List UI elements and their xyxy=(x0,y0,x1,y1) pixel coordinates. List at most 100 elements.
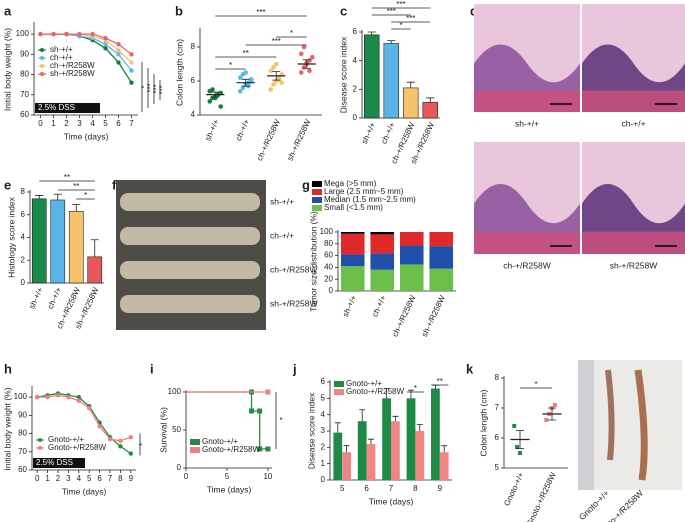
point xyxy=(552,403,557,407)
x-tick-label: 2 xyxy=(64,119,69,128)
y-tick-label: 3 xyxy=(321,426,326,435)
x-tick-label: 1 xyxy=(51,119,56,128)
point xyxy=(35,394,40,400)
y-tick-label: 90 xyxy=(18,410,27,419)
y-tick-label: 8 xyxy=(21,187,26,196)
significance-label: * xyxy=(279,416,282,425)
panel-letter: a xyxy=(4,3,12,18)
panel-letter: i xyxy=(150,361,154,376)
point xyxy=(116,48,121,53)
point xyxy=(66,394,71,400)
x-tick-label: sh-+/+ xyxy=(203,118,221,143)
bar xyxy=(366,444,376,480)
error-bar xyxy=(53,193,62,200)
bar-segment xyxy=(399,245,424,265)
x-tick-label: ch-+/+ xyxy=(379,121,397,146)
error-bar xyxy=(416,424,423,431)
panel-letter: f xyxy=(112,177,117,192)
x-tick-label: 1 xyxy=(45,474,50,483)
point xyxy=(64,31,69,37)
treatment-label: 2.5% DSS xyxy=(38,103,75,112)
series-line xyxy=(37,394,132,442)
image-label: sh-+/R258W xyxy=(610,260,657,270)
significance-label: * xyxy=(290,29,293,38)
significance-label: * xyxy=(534,380,537,389)
y-tick-label: 60 xyxy=(20,110,29,119)
x-tick-label: ch-+/R258W xyxy=(390,294,417,339)
y-tick-label: 6 xyxy=(191,76,196,85)
point xyxy=(268,87,274,92)
point xyxy=(116,60,121,65)
y-axis-label: Disease score index xyxy=(306,392,316,469)
x-tick-label: sh-+/+ xyxy=(360,121,378,146)
legend-label: Mega (>5 mm) xyxy=(324,179,377,188)
point xyxy=(243,70,249,75)
y-tick-label: 5 xyxy=(495,463,500,472)
point xyxy=(257,408,263,414)
error-bar xyxy=(441,445,448,453)
y-axis-label: Colon length (cm) xyxy=(174,39,184,106)
legend-swatch xyxy=(312,189,322,195)
point xyxy=(207,99,213,104)
y-tick-label: 2 xyxy=(321,442,326,451)
error-bar xyxy=(426,97,435,103)
error-bar xyxy=(387,40,396,44)
treatment-bar xyxy=(33,458,85,468)
error-bar xyxy=(241,78,250,87)
point xyxy=(298,70,304,75)
point xyxy=(273,61,279,67)
legend-swatch xyxy=(312,197,322,203)
bar xyxy=(357,421,367,480)
significance-label: *** xyxy=(396,0,405,9)
legend-label: Gnoto-+/R258W xyxy=(48,443,106,452)
x-tick-label: 6 xyxy=(364,484,369,493)
point xyxy=(544,418,549,422)
muscle xyxy=(582,90,685,112)
y-tick-label: 8 xyxy=(191,42,196,51)
point xyxy=(116,42,121,47)
point xyxy=(237,75,243,80)
point xyxy=(265,389,271,395)
y-tick-label: 70 xyxy=(18,447,27,456)
legend-label: Small (<1.5 mm) xyxy=(324,203,383,212)
legend-label: ch-+/+ xyxy=(50,53,73,62)
muscle xyxy=(474,231,580,254)
y-tick-label: 40 xyxy=(324,263,333,272)
panel-letter: k xyxy=(466,361,474,376)
point xyxy=(45,394,50,400)
colon-image xyxy=(578,360,682,490)
x-axis-label: Time (days) xyxy=(64,131,109,141)
x-tick-label: 5 xyxy=(225,472,230,481)
bar xyxy=(383,43,399,119)
point xyxy=(107,436,113,442)
x-tick-label: 5 xyxy=(87,474,92,483)
significance-label: *** xyxy=(152,84,161,93)
y-axis-label: Histology score index xyxy=(6,196,16,278)
error-bar xyxy=(211,91,220,98)
y-tick-label: 0 xyxy=(353,113,358,122)
point xyxy=(77,31,82,37)
y-tick-label: 50 xyxy=(172,425,181,434)
bar xyxy=(391,421,400,480)
y-axis-label: Tumor size distribution (%) xyxy=(308,211,318,312)
treatment-bar xyxy=(35,103,100,113)
bar xyxy=(431,388,440,480)
colon xyxy=(120,261,260,279)
point xyxy=(38,31,43,37)
significance-label: * xyxy=(229,61,232,70)
bar-segment xyxy=(370,232,395,235)
error-bar xyxy=(343,445,350,453)
significance-label: ** xyxy=(243,49,249,58)
x-tick-label: 6 xyxy=(116,119,121,128)
treatment-label: 2.5% DSS xyxy=(36,458,73,467)
bar-segment xyxy=(370,253,395,270)
bar-segment xyxy=(340,232,365,234)
y-tick-label: 4 xyxy=(321,410,326,419)
y-tick-label: 0 xyxy=(21,278,26,287)
x-axis-label: Time (days) xyxy=(62,486,107,496)
x-tick-label: ch-+/+ xyxy=(234,118,252,143)
y-axis-label: Initial body weight (%) xyxy=(2,28,12,111)
point xyxy=(55,393,61,398)
point xyxy=(279,80,285,85)
bar xyxy=(333,432,343,480)
